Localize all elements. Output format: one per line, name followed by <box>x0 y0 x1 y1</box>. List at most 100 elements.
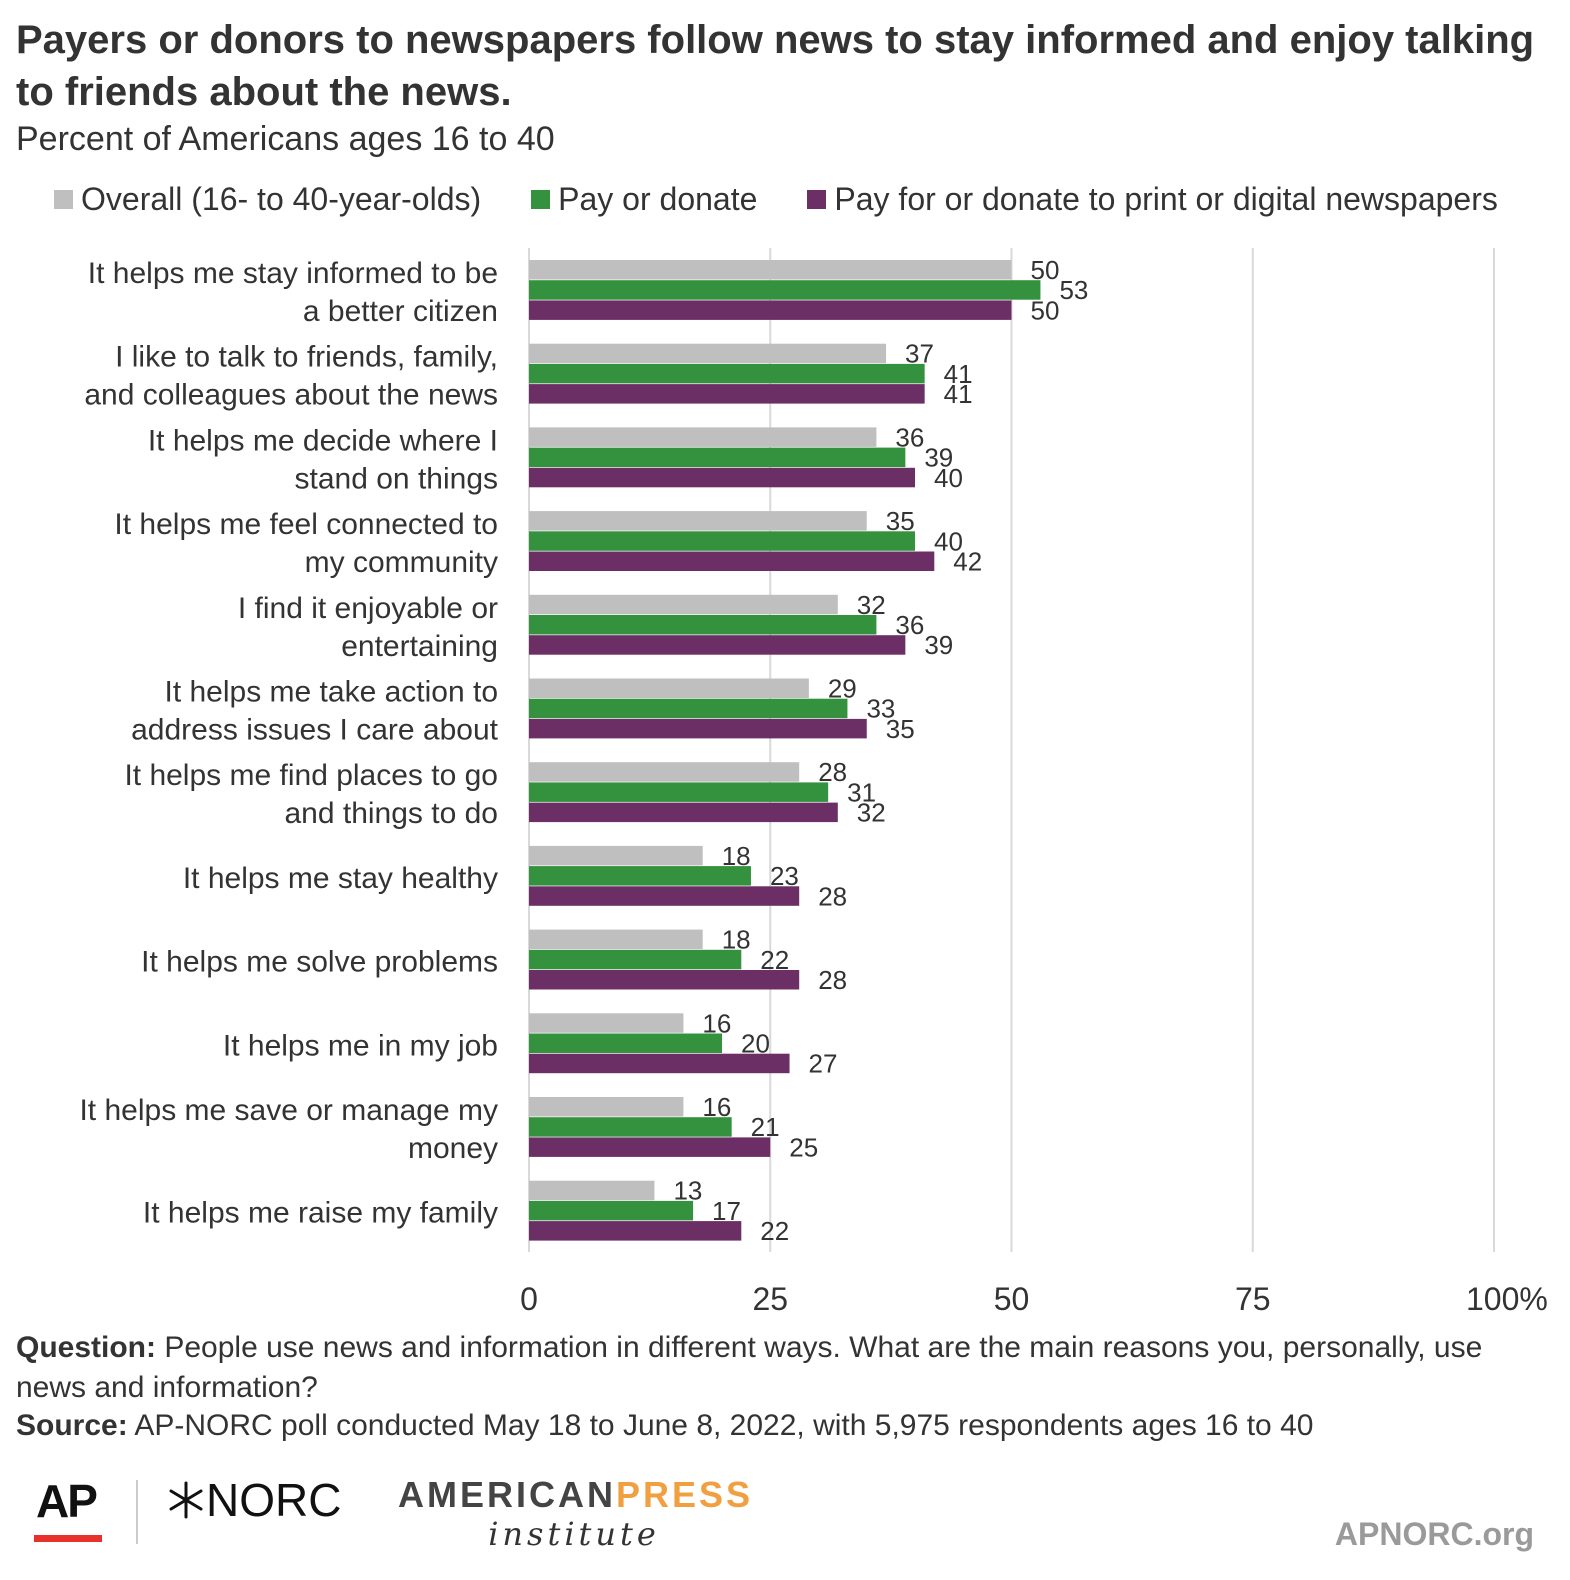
category-label: entertaining <box>341 630 498 663</box>
bars <box>529 260 1041 1241</box>
legend-swatch-newspapers <box>807 189 827 209</box>
category-label: I find it enjoyable or <box>238 592 498 625</box>
bar <box>529 384 925 404</box>
bar <box>529 363 925 384</box>
category-labels: It helps me stay informed to be a better … <box>79 257 498 1230</box>
bar <box>529 1180 655 1201</box>
bar <box>529 1097 684 1117</box>
source-text: AP-NORC poll conducted May 18 to June 8,… <box>127 1409 1314 1442</box>
legend-item-newspapers: Pay for or donate to print or digital ne… <box>807 180 1498 218</box>
bar-value-label: 23 <box>770 861 799 891</box>
category-label: address issues I care about <box>131 714 499 747</box>
api-logo: AMERICANPRESS institute <box>398 1474 750 1552</box>
bar-value-label: 50 <box>1031 295 1060 325</box>
category-label: a better citizen <box>303 295 498 328</box>
bar-value-label: 39 <box>924 630 953 660</box>
bar <box>529 929 703 950</box>
category-label: It helps me take action to <box>164 676 498 709</box>
bar <box>529 260 1012 280</box>
bar <box>529 845 703 866</box>
bar-value-label: 36 <box>895 422 924 452</box>
bar <box>529 1013 684 1033</box>
bar-value-label: 41 <box>944 359 973 389</box>
bar <box>529 1053 790 1074</box>
ap-logo: AP <box>36 1475 98 1527</box>
bar-value-label: 53 <box>1059 275 1088 305</box>
bar-value-label: 33 <box>866 694 895 724</box>
bar <box>529 678 809 698</box>
api-logo-press: PRESS <box>616 1474 754 1515</box>
ap-logo-bar <box>34 1535 102 1542</box>
x-tick-label: 0 <box>520 1281 538 1317</box>
logo-divider <box>136 1480 138 1544</box>
api-logo-institute: institute <box>488 1515 660 1553</box>
category-label: stand on things <box>295 462 498 495</box>
bar <box>529 1200 694 1221</box>
legend-swatch-pay-or-donate <box>531 189 551 209</box>
bar-value-label: 20 <box>741 1029 770 1059</box>
bar <box>529 762 800 782</box>
category-label: and colleagues about the news <box>84 379 498 412</box>
category-label: and things to do <box>284 797 498 830</box>
category-label: money <box>408 1132 498 1165</box>
category-label: It helps me find places to go <box>124 759 498 792</box>
bar <box>529 467 915 488</box>
legend-label-newspapers: Pay for or donate to print or digital ne… <box>834 180 1498 217</box>
question-note: Question: People use news and informatio… <box>16 1328 1556 1408</box>
bar <box>529 427 877 447</box>
norc-logo: NORC <box>166 1474 341 1526</box>
chart-subtitle: Percent of Americans ages 16 to 40 <box>16 120 555 158</box>
gridlines <box>528 248 1495 1252</box>
bar-value-label: 40 <box>934 526 963 556</box>
bar-value-label: 13 <box>673 1176 702 1206</box>
norc-star-icon <box>169 1481 203 1519</box>
bar-value-label: 41 <box>944 379 973 409</box>
source-label: Source: <box>16 1409 128 1442</box>
category-label: It helps me save or manage my <box>79 1094 498 1127</box>
source-note: Source: AP-NORC poll conducted May 18 to… <box>16 1406 1556 1446</box>
bar-value-label: 29 <box>828 674 857 704</box>
bar <box>529 615 877 635</box>
bar-value-label: 35 <box>886 506 915 536</box>
bar-value-label: 18 <box>722 925 751 955</box>
bar-chart: It helps me stay informed to be a better … <box>79 248 1548 1317</box>
category-label: It helps me raise my family <box>143 1197 498 1230</box>
question-text: People use news and information in diffe… <box>16 1331 1483 1404</box>
bar <box>529 343 887 364</box>
bar <box>529 1117 732 1137</box>
legend: Overall (16- to 40-year-olds) Pay or don… <box>54 178 1498 220</box>
x-tick-label: 100% <box>1466 1281 1548 1317</box>
x-tick-label: 25 <box>752 1281 788 1317</box>
bar-value-label: 32 <box>857 590 886 620</box>
bar-value-label: 21 <box>751 1112 780 1142</box>
api-logo-top: AMERICANPRESS <box>398 1474 750 1516</box>
bar-value-label: 22 <box>760 1216 789 1246</box>
bar <box>529 551 935 571</box>
bar-value-label: 42 <box>953 547 982 577</box>
x-tick-label: 50 <box>994 1281 1030 1317</box>
bar <box>529 1137 771 1157</box>
bar <box>529 698 848 719</box>
bar-value-label: 16 <box>702 1008 731 1038</box>
site-url: APNORC.org <box>1334 1516 1534 1552</box>
bar <box>529 300 1012 320</box>
bar-value-label: 35 <box>886 714 915 744</box>
bar-value-label: 28 <box>818 757 847 787</box>
bar <box>529 531 915 551</box>
bar <box>529 866 751 886</box>
bar <box>529 886 800 906</box>
category-label: It helps me stay informed to be <box>88 257 498 290</box>
bar <box>529 280 1041 300</box>
api-logo-american: AMERICAN <box>398 1474 616 1515</box>
bar-value-label: 31 <box>847 777 876 807</box>
bar-value-label: 22 <box>760 945 789 975</box>
legend-swatch-overall <box>54 189 73 209</box>
bar <box>529 447 906 468</box>
bar-value-label: 36 <box>895 610 924 640</box>
norc-logo-text: NORC <box>206 1474 342 1526</box>
bar-value-label: 28 <box>818 965 847 995</box>
category-label: It helps me stay healthy <box>183 862 498 895</box>
category-label: It helps me decide where I <box>148 424 498 457</box>
category-label: It helps me in my job <box>223 1029 498 1062</box>
bar <box>529 949 742 970</box>
